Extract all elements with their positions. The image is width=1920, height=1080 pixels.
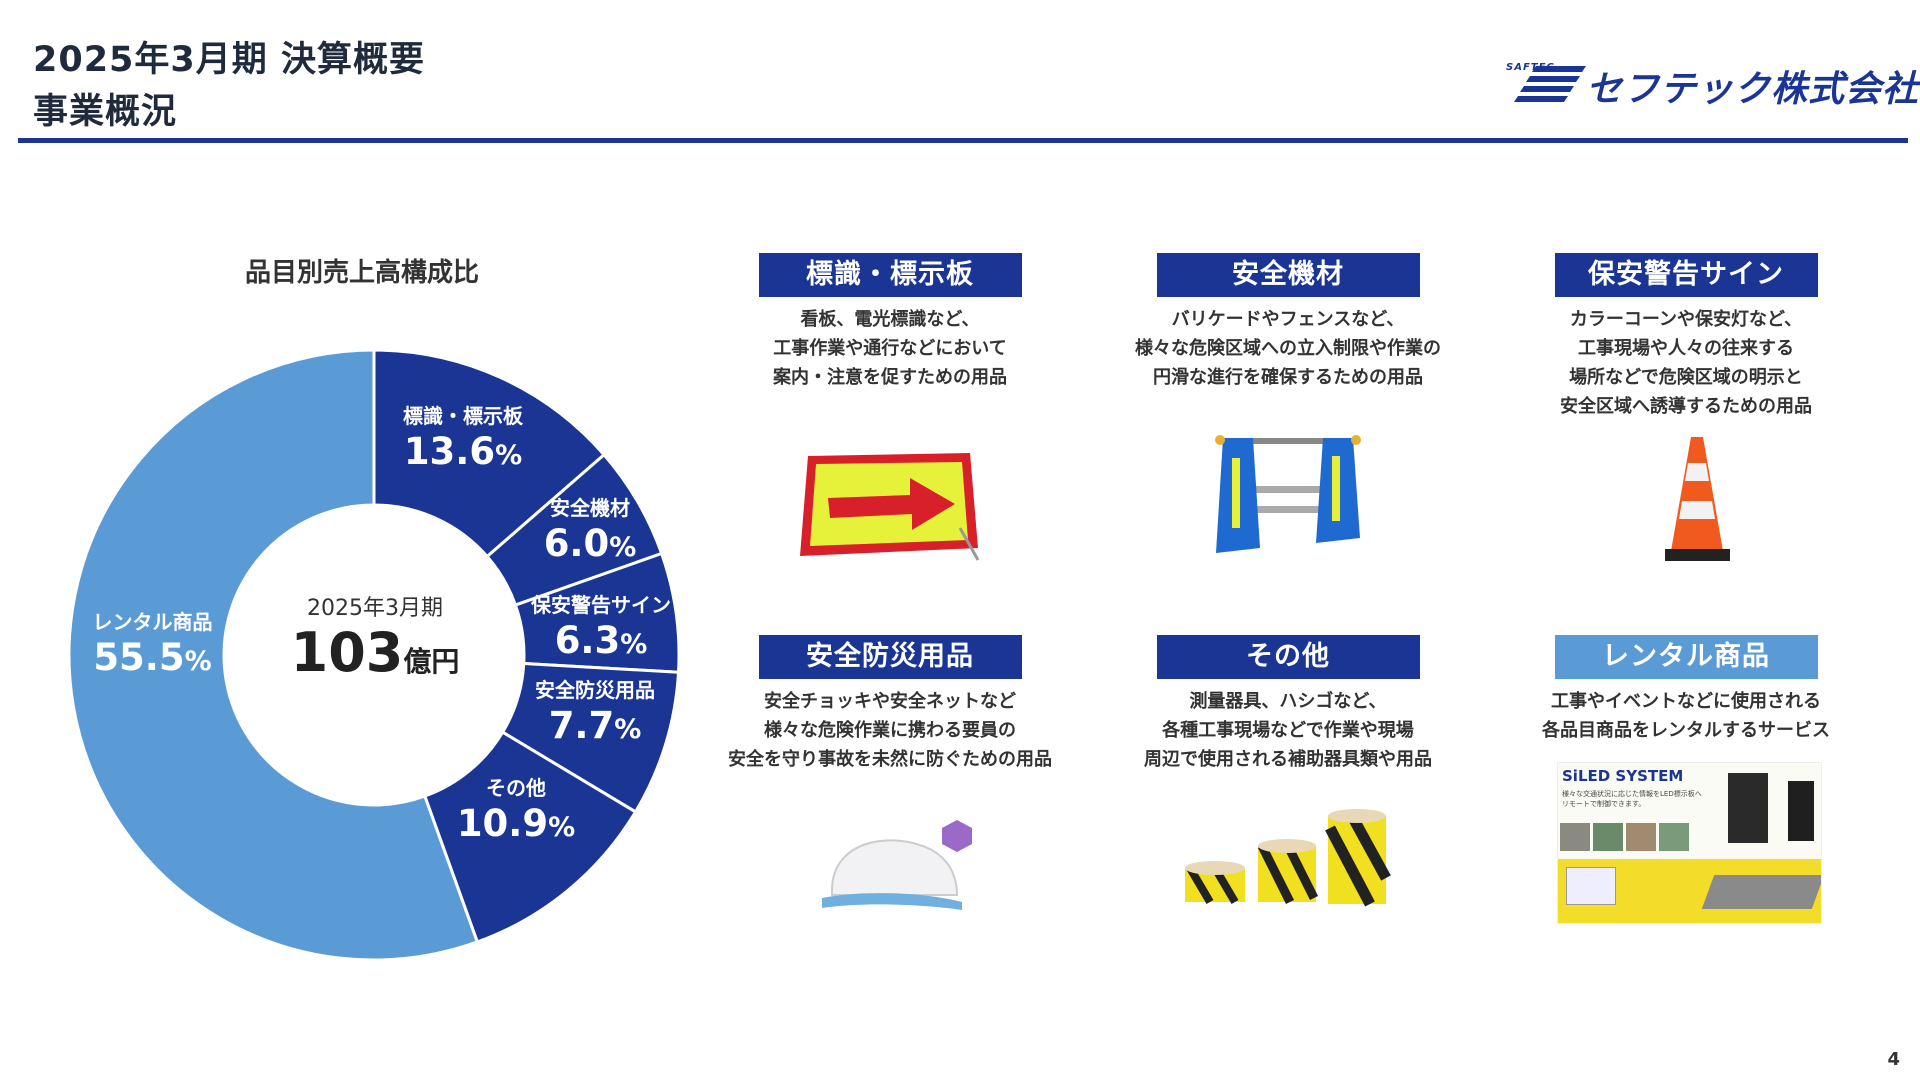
- category-disaster-prevention: 安全防災用品 安全チョッキや安全ネットなど 様々な危険作業に携わる要員の 安全を守り…: [700, 635, 1080, 774]
- siled-led-board: [1728, 773, 1768, 843]
- arrow-sign-icon: [800, 453, 980, 561]
- center-period: 2025年3月期: [307, 596, 443, 621]
- header-rule: [18, 138, 1908, 143]
- siled-photo: [1659, 823, 1689, 851]
- slice-label-value: 10.9%: [456, 802, 576, 845]
- category-description: 測量器具、ハシゴなど、 各種工事現場などで作業や現場 周辺で使用される補助器具類や用…: [1144, 691, 1432, 770]
- logo-company-name: セフテック株式会社: [1586, 69, 1920, 110]
- slice-label-rental: レンタル商品 55.5%: [80, 608, 225, 684]
- slice-label-other: その他 10.9%: [446, 774, 586, 850]
- siled-caption-line2: リモートで制御できます。: [1562, 800, 1646, 808]
- slice-label-name: その他: [486, 776, 546, 800]
- siled-computer: [1566, 867, 1616, 905]
- logo-saftec: SAFTEC: [1506, 62, 1555, 73]
- title-block: 2025年3月期 決算概要 事業概況: [33, 34, 425, 138]
- company-logo: SAFTEC セフテック株式会社: [1506, 58, 1918, 110]
- center-amount: 103億円: [280, 622, 470, 693]
- barricade-icon: [1215, 435, 1361, 553]
- siled-road: [1701, 875, 1821, 909]
- category-description: カラーコーンや保安灯など、 工事現場や人々の往来する 場所などで危険区域の明示と 安全…: [1560, 309, 1812, 417]
- siled-photo: [1626, 823, 1656, 851]
- category-signs: 標識・標示板 看板、電光標識など、 工事作業や通行などにおいて 案内・注意を促すため…: [700, 253, 1080, 392]
- donut-chart: [67, 348, 681, 962]
- category-other: その他 測量器具、ハシゴなど、 各種工事現場などで作業や現場 周辺で使用される補助器…: [1098, 635, 1478, 774]
- center-amount-unit: 億円: [403, 645, 460, 678]
- page-title: 2025年3月期 決算概要: [33, 40, 425, 80]
- category-title: その他: [1156, 635, 1420, 679]
- logo-stripes-icon: [1514, 66, 1586, 102]
- tape-rolls-icon: [1185, 809, 1391, 907]
- slice-label-name: レンタル商品: [92, 610, 213, 634]
- category-title: レンタル商品: [1554, 635, 1818, 679]
- category-safety-equipment: 安全機材 バリケードやフェンスなど、 様々な危険区域への立入制限や作業の 円滑な進行…: [1098, 253, 1478, 392]
- chart-title: 品目別売上高構成比: [245, 258, 480, 288]
- slice-label-name: 標識・標示板: [403, 404, 523, 428]
- category-description: 安全チョッキや安全ネットなど 様々な危険作業に携わる要員の 安全を守り事故を未然に防…: [728, 691, 1052, 770]
- traffic-cone-icon: [1665, 437, 1730, 561]
- category-title: 標識・標示板: [758, 253, 1022, 297]
- siled-photo: [1593, 823, 1623, 851]
- siled-photo: [1560, 823, 1590, 851]
- center-amount-value: 103: [290, 621, 404, 684]
- donut-slice-6: [67, 348, 480, 962]
- siled-logo: SiLED SYSTEM: [1562, 767, 1684, 785]
- category-title: 安全機材: [1156, 253, 1420, 297]
- page-number: 4: [1887, 1049, 1900, 1070]
- slice-label-name: 安全機材: [550, 496, 630, 520]
- slice-label-safety-equipment: 安全機材 6.0%: [530, 494, 650, 570]
- slice-label-signs: 標識・標示板 13.6%: [388, 402, 538, 478]
- category-title: 安全防災用品: [758, 635, 1022, 679]
- donut-center: 2025年3月期 103億円: [280, 590, 470, 693]
- slice-label-warning-signs: 保安警告サイン 6.3%: [523, 591, 679, 667]
- category-rental: レンタル商品 工事やイベントなどに使用される 各品目商品をレンタルするサービス: [1496, 635, 1876, 745]
- slice-label-value: 55.5%: [93, 636, 212, 679]
- category-warning-signs: 保安警告サイン カラーコーンや保安灯など、 工事現場や人々の往来する 場所などで危険…: [1496, 253, 1876, 421]
- slice-label-name: 安全防災用品: [535, 678, 655, 702]
- category-title: 保安警告サイン: [1554, 253, 1818, 297]
- category-description: 工事やイベントなどに使用される 各品目商品をレンタルするサービス: [1542, 691, 1830, 741]
- siled-system-image: SiLED SYSTEM 様々な交通状況に応じた情報をLED標示板へ リモートで…: [1557, 762, 1822, 924]
- siled-caption-line1: 様々な交通状況に応じた情報をLED標示板へ: [1562, 790, 1702, 798]
- donut-slice-1: [372, 348, 607, 559]
- siled-led-board: [1788, 781, 1814, 841]
- category-description: バリケードやフェンスなど、 様々な危険区域への立入制限や作業の 円滑な進行を確保する…: [1135, 309, 1441, 388]
- slice-label-value: 13.6%: [403, 430, 523, 473]
- slice-label-value: 6.3%: [554, 619, 648, 662]
- slice-label-value: 7.7%: [548, 704, 642, 747]
- slice-label-name: 保安警告サイン: [531, 593, 671, 617]
- page-subtitle: 事業概況: [33, 92, 178, 132]
- helmet-icon: [822, 820, 972, 910]
- category-description: 看板、電光標識など、 工事作業や通行などにおいて 案内・注意を促すための用品: [773, 309, 1007, 388]
- slice-label-disaster-prevention: 安全防災用品 7.7%: [520, 676, 670, 752]
- slice-label-value: 6.0%: [543, 522, 637, 565]
